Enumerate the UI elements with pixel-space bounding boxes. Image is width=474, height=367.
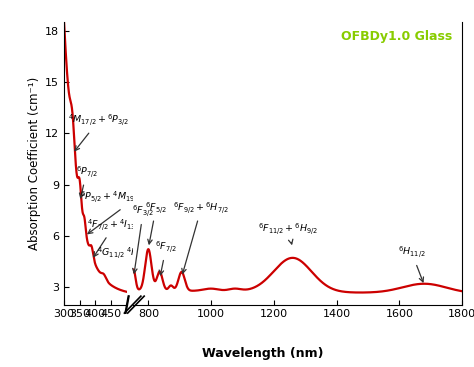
Text: $^6F_{5/2}$: $^6F_{5/2}$ [145,200,167,244]
Text: $^6P_{7/2}$: $^6P_{7/2}$ [75,164,98,198]
Text: $^4G_{11/2}\;^4I_{15/2}\;^4F_{9/2}$: $^4G_{11/2}\;^4I_{15/2}\;^4F_{9/2}$ [97,246,173,261]
Text: $^6F_{9/2}+^6H_{7/2}$: $^6F_{9/2}+^6H_{7/2}$ [173,200,229,273]
Text: $^4F_{7/2}+^4I_{13/2}$: $^4F_{7/2}+^4I_{13/2}$ [87,217,142,257]
Text: $^6H_{11/2}$: $^6H_{11/2}$ [398,245,426,282]
Text: Wavelength (nm): Wavelength (nm) [202,347,324,360]
Text: OFBDy1.0 Glass: OFBDy1.0 Glass [341,30,452,44]
Text: $^6F_{7/2}$: $^6F_{7/2}$ [155,240,177,275]
Text: $^6P_{5/2}+^4M_{19/2}+^4(P,D)_{3/2}$: $^6P_{5/2}+^4M_{19/2}+^4(P,D)_{3/2}$ [80,190,193,234]
Text: $^6F_{11/2}+^6H_{9/2}$: $^6F_{11/2}+^6H_{9/2}$ [258,222,318,244]
Y-axis label: Absorption Coefficient (cm⁻¹): Absorption Coefficient (cm⁻¹) [28,77,41,250]
Text: $^6F_{3/2}$: $^6F_{3/2}$ [132,204,154,273]
Text: $^4M_{17/2}+^6P_{3/2}$: $^4M_{17/2}+^6P_{3/2}$ [68,113,129,150]
